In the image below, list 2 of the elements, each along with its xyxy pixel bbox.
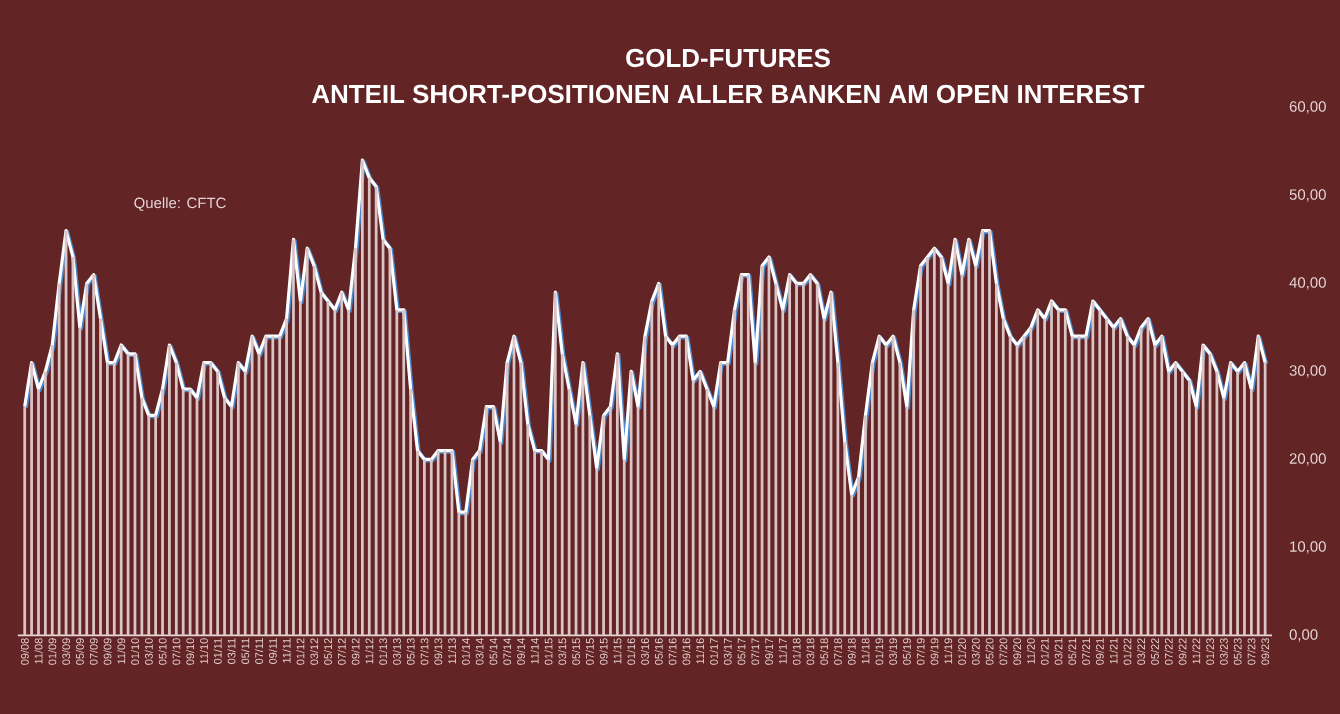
chart-subtitle: ANTEIL SHORT-POSITIONEN ALLER BANKEN AM OPEN INTEREST [312,84,1145,104]
chart-title: GOLD-FUTURES [626,48,830,68]
